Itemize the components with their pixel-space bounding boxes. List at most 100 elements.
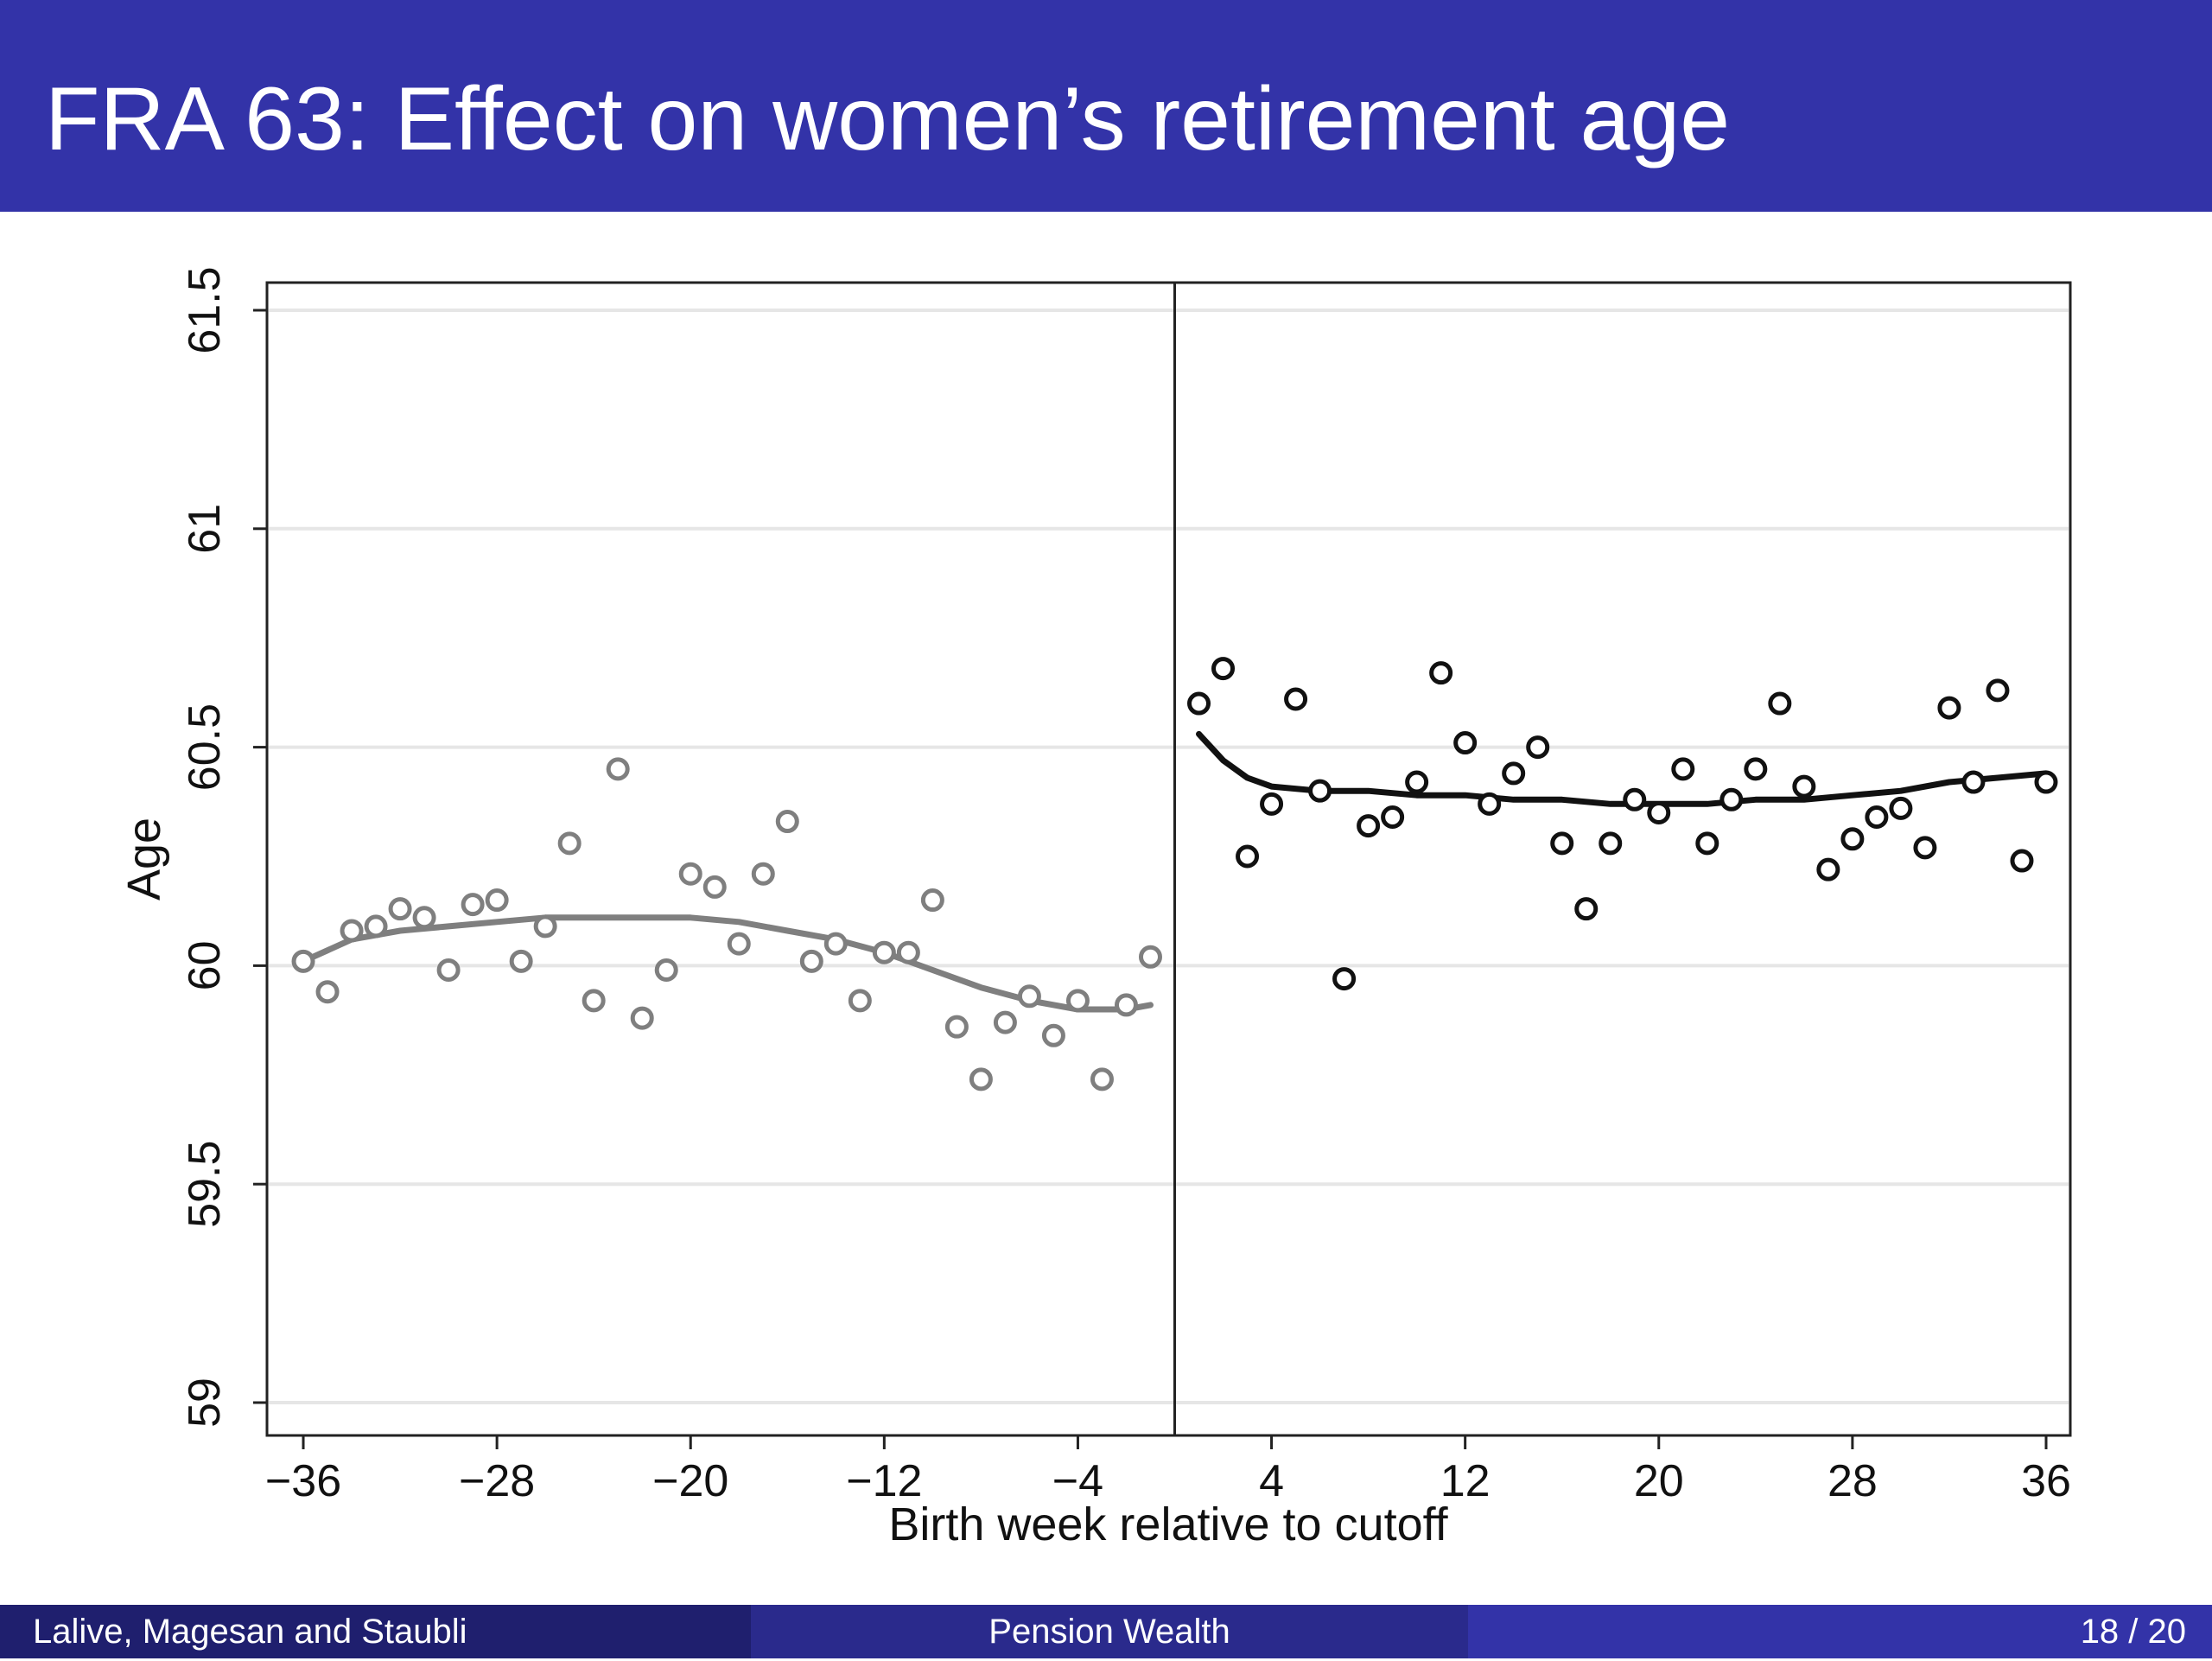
left-data-point [896,940,920,964]
right-data-point [1381,805,1405,829]
left-data-point [678,862,702,886]
left-data-point [751,862,775,886]
y-tick-label: 60.5 [180,703,230,791]
right-data-point [1284,687,1308,711]
axes: 59 59.5 60 60.5 61 61.5 −36 −28 −20 −12 −4 4 12 20 28 3… [180,266,2071,1506]
right-data-point [1308,779,1332,803]
left-data-point [1114,993,1138,1017]
right-data-point [1719,787,1744,811]
x-axis-label: Birth week relative to cutoff [888,1499,1448,1550]
right-data-point [1889,796,1913,820]
right-data-point [1211,657,1236,681]
right-data-point [1599,831,1623,856]
left-data-point [727,932,751,956]
left-data-point [993,1010,1017,1034]
right-data-point [1623,787,1647,811]
left-data-point [291,949,315,973]
x-tick-label: 20 [1634,1456,1684,1506]
left-data-point [823,932,848,956]
y-tick-label: 61.5 [180,266,230,353]
left-data-point [775,810,799,834]
right-data-point [1840,827,1865,851]
y-axis-label: Age [118,818,170,901]
left-data-point [412,906,436,930]
right-data-point [1429,661,1453,685]
left-data-point [340,919,364,943]
x-tick-label: −20 [652,1456,728,1506]
plot-frame [265,281,2072,1437]
right-data-point [1937,696,1961,720]
left-data-point [388,897,412,921]
x-tick-label: 28 [1827,1456,1878,1506]
footer: Lalive, Magesan and Staubli Pension Weal… [0,1605,2212,1658]
right-data-point [1260,792,1284,816]
left-data-point [1065,989,1090,1013]
x-tick-label: −28 [459,1456,535,1506]
left-data-point [582,989,606,1013]
y-tick-label: 60 [180,940,230,990]
right-data-point [1961,770,1986,794]
y-tick-label: 59 [180,1378,230,1428]
footer-page-number: 18 / 20 [1468,1605,2212,1658]
x-tick-label: −12 [846,1456,922,1506]
right-data-point [1550,831,1574,856]
slide-title: FRA 63: Effect on women’s retirement age [45,69,1731,169]
right-data-point [1768,691,1792,716]
left-data-point [533,914,557,939]
scatter-chart: 59 59.5 60 60.5 61 61.5 −36 −28 −20 −12 −4 4 12 20 28 3… [118,266,2072,1550]
right-data-point [1187,691,1211,716]
right-data-point [1744,757,1768,781]
title-bar: FRA 63: Effect on women’s retirement age [0,0,2212,212]
right-data-point [2010,849,2034,873]
left-data-point [630,1006,654,1030]
y-tick-label: 61 [180,504,230,554]
right-data-point [1792,774,1816,799]
x-tick-label: 36 [2021,1456,2071,1506]
x-tick-label: 4 [1259,1456,1284,1506]
left-data-point [1041,1023,1065,1047]
footer-authors: Lalive, Magesan and Staubli [0,1605,751,1658]
right-data-point [1574,897,1599,921]
right-data-point [1647,800,1671,824]
left-data-point [969,1067,993,1091]
right-data-point [1816,857,1840,881]
right-data-point [1453,731,1478,755]
left-data-point [485,888,509,913]
x-tick-label: −4 [1052,1456,1103,1506]
right-data-point [1405,770,1429,794]
right-data-point [1236,844,1260,869]
footer-topic: Pension Wealth [750,1605,1469,1658]
data-points [291,657,2058,1091]
grid-lines [269,309,2069,1404]
left-data-point [799,949,823,973]
left-data-point [606,757,630,781]
left-data-point [944,1015,969,1039]
right-fit-line [1196,730,2050,807]
right-data-point [1865,805,1889,829]
y-tick-label: 59.5 [180,1141,230,1228]
left-data-point [461,893,485,917]
left-data-point [436,958,461,982]
x-tick-label: −36 [265,1456,341,1506]
left-data-point [848,989,872,1013]
left-data-point [702,875,727,899]
right-data-point [1913,836,1937,860]
left-data-point [654,958,678,982]
right-data-point [2034,770,2058,794]
left-data-point [557,831,582,856]
right-data-point [1357,814,1381,838]
x-tick-label: 12 [1440,1456,1491,1506]
right-data-point [1526,735,1550,760]
right-data-point [1478,792,1502,816]
right-data-point [1986,678,2010,703]
right-data-point [1502,761,1526,786]
left-data-point [920,888,944,913]
right-data-point [1671,757,1695,781]
chart-area: 59 59.5 60 60.5 61 61.5 −36 −28 −20 −12 −4 4 12 20 28 3… [0,212,2212,1605]
left-data-point [509,949,533,973]
left-data-point [315,980,340,1004]
left-data-point [364,914,388,939]
right-data-point [1332,967,1357,991]
left-data-point [1138,945,1162,969]
right-data-point [1695,831,1719,856]
